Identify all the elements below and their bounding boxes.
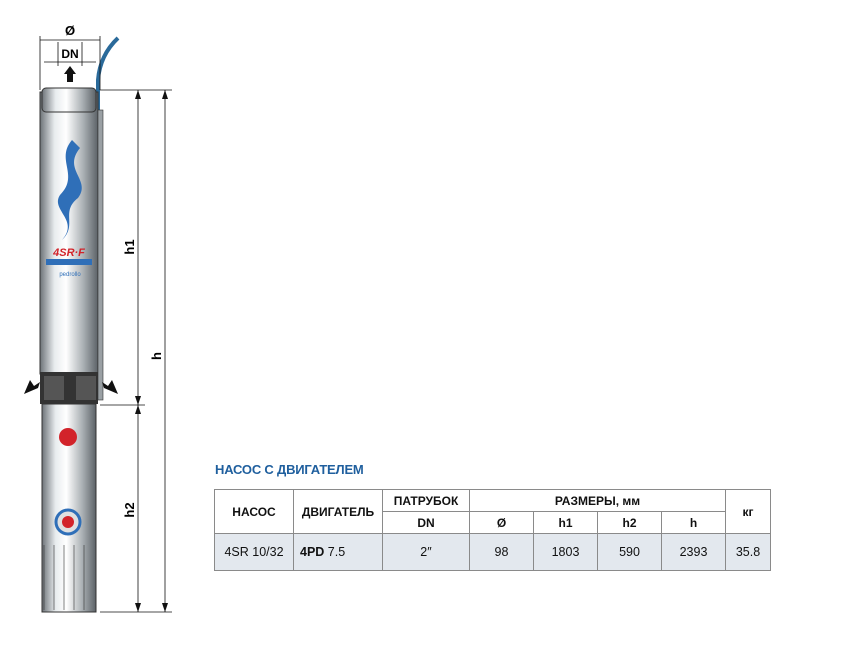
cell-h2: 590 <box>597 533 662 571</box>
header-h: h <box>661 511 726 534</box>
dn-label: DN <box>61 47 78 61</box>
header-diameter: Ø <box>469 511 534 534</box>
header-motor: ДВИГАТЕЛЬ <box>293 489 383 534</box>
inlet-arrow-icon <box>24 380 40 394</box>
cell-weight: 35.8 <box>725 533 771 571</box>
h2-label: h2 <box>122 502 137 517</box>
header-outlet: ПАТРУБОК <box>382 489 470 512</box>
header-dimensions: РАЗМЕРЫ, мм <box>469 489 726 512</box>
header-h1: h1 <box>533 511 598 534</box>
brand-mark-icon <box>59 428 77 446</box>
cell-motor: 4PD 7.5 <box>293 533 383 571</box>
h-label: h <box>149 352 164 360</box>
header-weight: кг <box>725 489 771 534</box>
outlet-arrow-icon <box>64 66 76 82</box>
cell-diameter: 98 <box>469 533 534 571</box>
flame-logo-icon <box>57 140 82 240</box>
inlet-arrow-icon <box>102 380 118 394</box>
cable <box>96 36 120 130</box>
specs-table: НАСОС ДВИГАТЕЛЬ ПАТРУБОК РАЗМЕРЫ, мм кг … <box>214 489 771 571</box>
header-dn: DN <box>382 511 470 534</box>
table-row: 4SR 10/32 4PD 7.5 2″ 98 1803 590 2393 35… <box>214 533 771 571</box>
h1-label: h1 <box>122 239 137 254</box>
cell-h1: 1803 <box>533 533 598 571</box>
pump-head <box>41 87 97 113</box>
header-h2: h2 <box>597 511 662 534</box>
pump-dimension-drawing: 4SR·F pedrollo Ø DN h1 h h2 <box>24 23 172 613</box>
header-pump: НАСОС <box>214 489 294 534</box>
motor-series: 4PD <box>300 545 325 559</box>
model-logo: 4SR·F <box>52 247 85 259</box>
pump-body <box>39 91 99 375</box>
cell-dn: 2″ <box>382 533 470 571</box>
brand-logo: pedrollo <box>59 272 81 278</box>
diameter-label: Ø <box>65 23 75 38</box>
cell-pump: 4SR 10/32 <box>214 533 294 571</box>
motor-power: 7.5 <box>324 545 346 559</box>
section-title: НАСОС С ДВИГАТЕЛЕМ <box>215 462 364 477</box>
cell-h: 2393 <box>661 533 726 571</box>
